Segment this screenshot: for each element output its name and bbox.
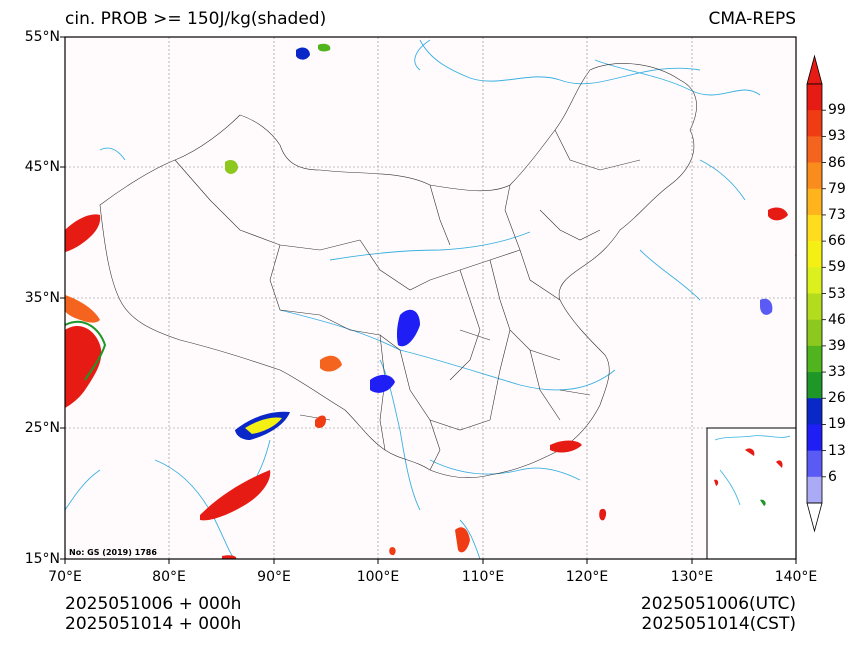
colorbar-segment — [807, 476, 822, 504]
valid-time-cst: 2025051014(CST) — [641, 614, 796, 634]
grid-layer — [65, 37, 796, 559]
colorbar-segment — [807, 450, 822, 478]
lon-label: 140°E — [774, 569, 818, 585]
colorbar-segment — [807, 214, 822, 242]
probability-shading — [65, 43, 796, 559]
lon-label: 90°E — [257, 569, 291, 585]
map-approval-note: No: GS (2019) 1786 — [69, 548, 157, 557]
colorbar-segment — [807, 162, 822, 190]
lat-label: 35°N — [24, 290, 60, 306]
colorbar-tick-label: 66 — [828, 233, 846, 250]
lon-label: 130°E — [670, 569, 714, 585]
colorbar-tick-label: 59 — [828, 259, 846, 276]
colorbar-segment — [807, 293, 822, 321]
valid-time-utc: 2025051006(UTC) — [640, 594, 796, 614]
colorbar-tick-label: 39 — [828, 337, 846, 354]
axis-ticks — [60, 36, 797, 564]
footer-left: 2025051006 + 000h 2025051014 + 000h — [65, 594, 241, 634]
colorbar-segment — [807, 188, 822, 216]
init-time-cst: 2025051014 + 000h — [65, 614, 242, 634]
lon-label: 110°E — [461, 569, 505, 585]
colorbar — [806, 54, 826, 533]
inset-south-china-sea — [706, 427, 796, 559]
colorbar-segment — [807, 398, 822, 425]
lat-label: 55°N — [24, 29, 60, 45]
lat-label: 45°N — [24, 159, 60, 175]
colorbar-segment — [807, 110, 822, 137]
colorbar-bottom-arrow — [806, 502, 823, 533]
colorbar-segment — [807, 319, 822, 347]
colorbar-tick-label: 79 — [828, 180, 846, 197]
colorbar-tick-label: 93 — [828, 128, 846, 145]
colorbar-segment — [807, 84, 822, 111]
colorbar-top-arrow — [806, 54, 823, 85]
model-name: CMA-REPS — [708, 9, 796, 29]
colorbar-tick-label: 53 — [828, 285, 846, 302]
init-time-utc: 2025051006 + 000h — [65, 594, 242, 614]
colorbar-segment — [807, 241, 822, 268]
colorbar-segment — [807, 136, 822, 164]
colorbar-segment — [807, 267, 822, 294]
colorbar-tick-label: 19 — [828, 416, 846, 433]
colorbar-tick-label: 13 — [828, 442, 846, 459]
colorbar-tick-label: 99 — [828, 102, 846, 119]
colorbar-segment — [807, 345, 822, 373]
lon-label: 70°E — [48, 569, 82, 585]
footer-right: 2025051006(UTC) 2025051014(CST) — [641, 594, 796, 634]
colorbar-tick-label: 6 — [828, 468, 837, 485]
lon-label: 100°E — [356, 569, 400, 585]
colorbar-segment — [807, 372, 822, 399]
lat-label: 15°N — [24, 551, 60, 567]
colorbar-tick-label: 73 — [828, 206, 846, 223]
colorbar-tick-label: 26 — [828, 390, 846, 407]
colorbar-segment — [807, 424, 822, 452]
colorbar-tick-label: 86 — [828, 154, 846, 171]
lon-label: 80°E — [152, 569, 186, 585]
colorbar-tick-label: 33 — [828, 364, 846, 381]
lon-label: 120°E — [565, 569, 609, 585]
colorbar-tick-label: 46 — [828, 311, 846, 328]
lat-label: 25°N — [24, 420, 60, 436]
map-title: cin. PROB >= 150J/kg(shaded) — [65, 9, 327, 29]
